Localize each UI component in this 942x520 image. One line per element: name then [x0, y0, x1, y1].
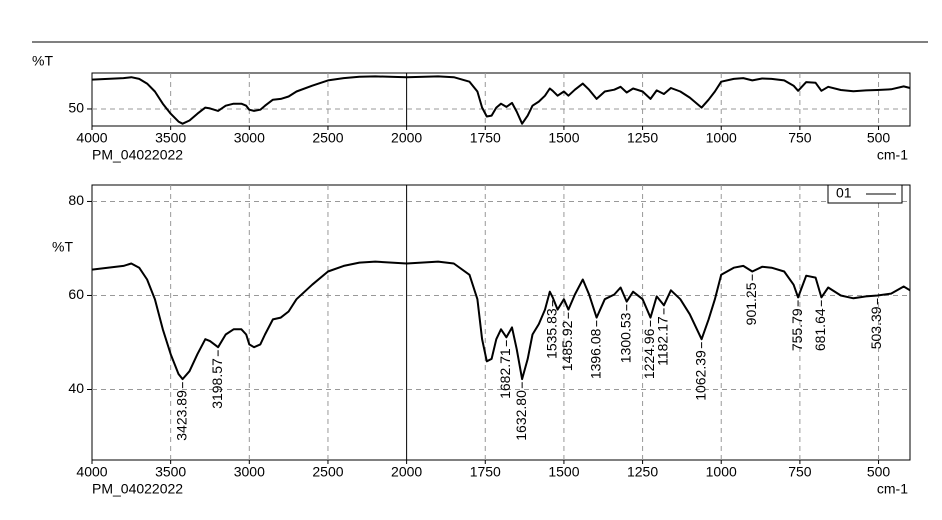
y-axis-label: %T — [52, 239, 73, 255]
x-tick-label: 1000 — [706, 464, 737, 480]
x-axis-label: cm-1 — [877, 147, 908, 163]
peak-label: 1682.71 — [497, 348, 513, 399]
x-axis-label: cm-1 — [877, 481, 908, 497]
x-tick-label: 4000 — [76, 130, 107, 146]
y-tick-label: 80 — [68, 192, 84, 208]
x-tick-label: 1250 — [627, 464, 658, 480]
x-tick-label: 500 — [867, 130, 891, 146]
spectrum-line — [91, 260, 911, 381]
x-tick-label: 1250 — [627, 130, 658, 146]
peak-label: 1485.92 — [559, 320, 575, 371]
x-tick-label: 3000 — [234, 464, 265, 480]
peak-label: 901.25 — [743, 282, 759, 325]
sample-name: PM_04022022 — [92, 481, 183, 497]
peak-label: 1224.96 — [641, 328, 657, 379]
spectrum-line — [91, 75, 911, 125]
x-tick-label: 500 — [867, 464, 891, 480]
plot-frame — [91, 184, 911, 461]
x-tick-label: 3000 — [234, 130, 265, 146]
x-tick-label: 2500 — [312, 464, 343, 480]
sample-name: PM_04022022 — [92, 147, 183, 163]
x-tick-label: 1750 — [470, 464, 501, 480]
x-tick-label: 750 — [788, 130, 812, 146]
y-tick-label: 40 — [68, 380, 84, 396]
peak-label: 755.79 — [789, 308, 805, 351]
y-axis-label: %T — [32, 53, 53, 69]
peak-label: 3198.57 — [209, 358, 225, 409]
peak-label: 1632.80 — [513, 390, 529, 441]
peak-label: 1300.53 — [617, 312, 633, 363]
plot-frame — [91, 72, 911, 127]
x-tick-label: 1750 — [470, 130, 501, 146]
x-tick-label: 1500 — [548, 464, 579, 480]
x-tick-label: 750 — [788, 464, 812, 480]
peak-label: 503.39 — [868, 306, 884, 349]
peak-label: 1062.39 — [692, 350, 708, 401]
x-tick-label: 1500 — [548, 130, 579, 146]
y-tick-label: 60 — [68, 286, 84, 302]
x-tick-label: 1000 — [706, 130, 737, 146]
peak-label: 1182.17 — [655, 316, 671, 366]
legend-label: 01 — [836, 185, 852, 201]
peak-label: 1396.08 — [587, 328, 603, 379]
legend-box — [827, 184, 903, 204]
x-tick-label: 2000 — [391, 464, 422, 480]
x-tick-label: 4000 — [76, 464, 107, 480]
x-tick-label: 3500 — [155, 464, 186, 480]
peak-label: 3423.89 — [173, 390, 189, 441]
x-tick-label: 2000 — [391, 130, 422, 146]
y-tick-label: 50 — [68, 100, 84, 116]
peak-label: 1535.83 — [543, 308, 559, 359]
x-tick-label: 2500 — [312, 130, 343, 146]
x-tick-label: 3500 — [155, 130, 186, 146]
peak-label: 681.64 — [812, 308, 828, 351]
